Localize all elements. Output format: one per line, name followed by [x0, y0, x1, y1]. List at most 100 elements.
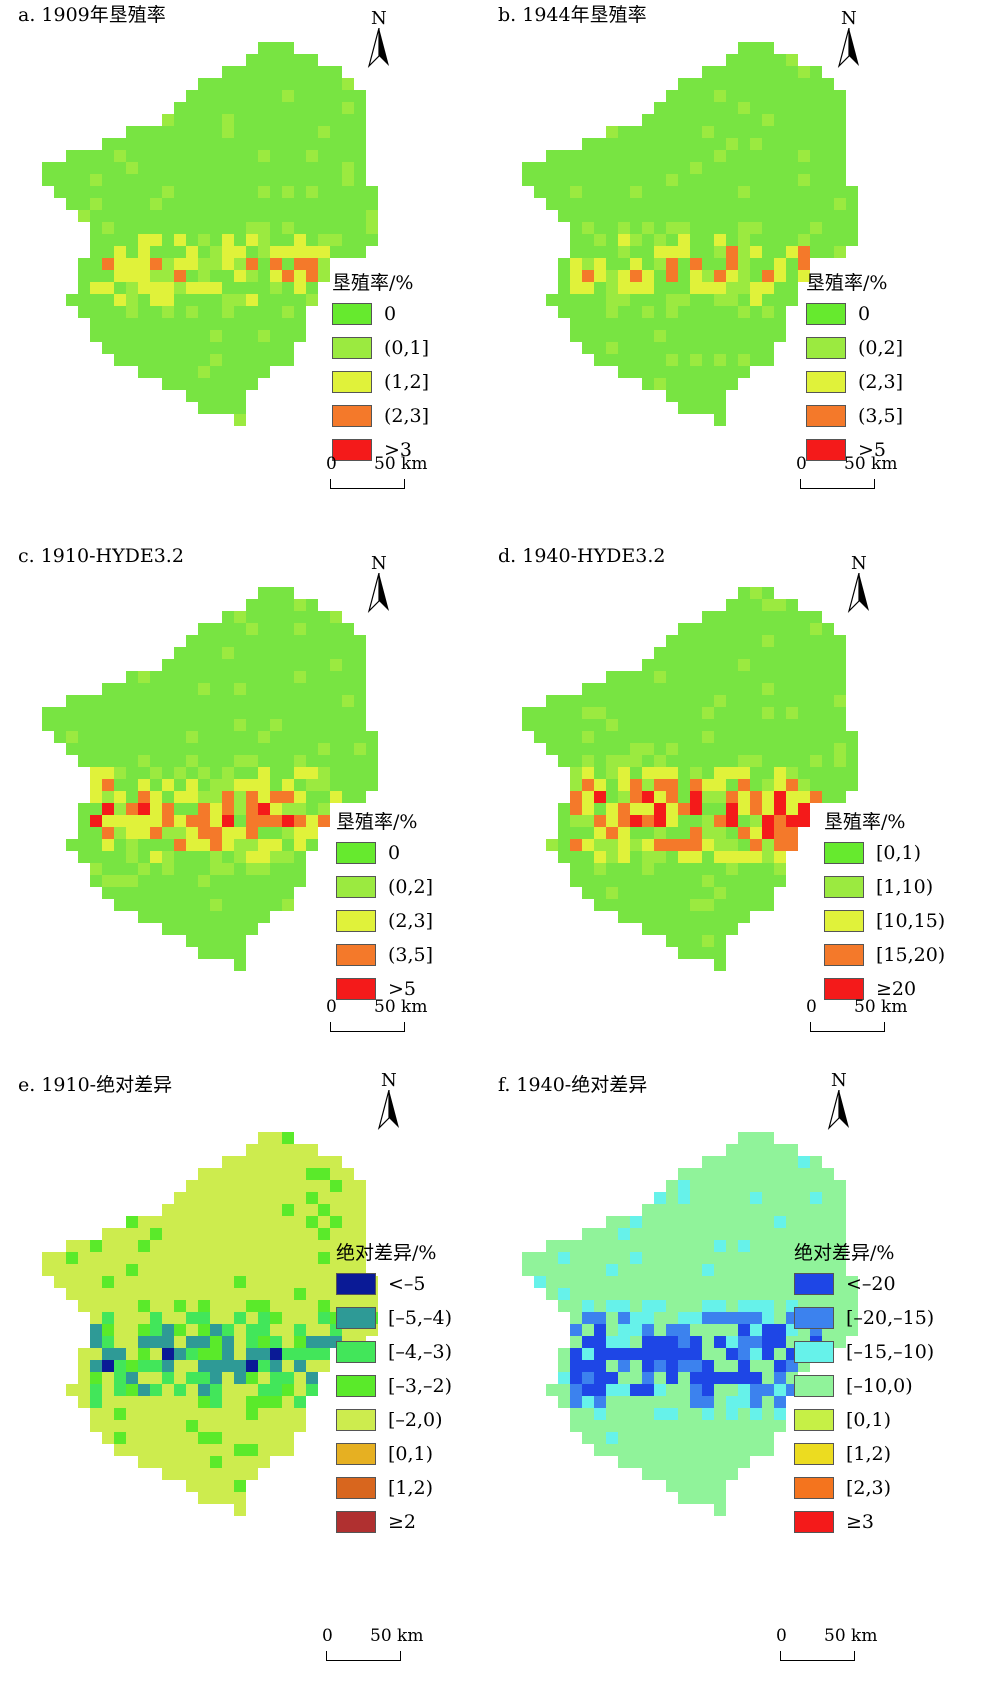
- grid-cell: [606, 270, 618, 282]
- grid-cell: [714, 390, 726, 402]
- grid-cell: [642, 294, 654, 306]
- grid-cell: [702, 126, 714, 138]
- grid-cell: [138, 1276, 150, 1288]
- grid-cell: [150, 138, 162, 150]
- grid-cell: [126, 330, 138, 342]
- grid-cell: [774, 1252, 786, 1264]
- grid-cell: [210, 623, 222, 635]
- grid-cell: [750, 1420, 762, 1432]
- legend-item: (3,5]: [336, 938, 433, 972]
- grid-cell: [210, 1384, 222, 1396]
- grid-cell: [258, 1156, 270, 1168]
- grid-cell: [606, 767, 618, 779]
- grid-cell: [618, 234, 630, 246]
- grid-cell: [318, 743, 330, 755]
- north-label: N: [831, 1070, 847, 1091]
- grid-cell: [234, 114, 246, 126]
- grid-cell: [714, 1168, 726, 1180]
- grid-cell: [54, 731, 66, 743]
- grid-cell: [114, 1240, 126, 1252]
- grid-cell: [546, 162, 558, 174]
- grid-cell: [90, 779, 102, 791]
- grid-cell: [234, 270, 246, 282]
- grid-cell: [750, 743, 762, 755]
- grid-cell: [594, 1348, 606, 1360]
- grid-cell: [162, 1288, 174, 1300]
- grid-cell: [294, 54, 306, 66]
- grid-cell: [678, 1468, 690, 1480]
- grid-cell: [630, 731, 642, 743]
- grid-cell: [186, 875, 198, 887]
- grid-cell: [342, 659, 354, 671]
- grid-cell: [342, 779, 354, 791]
- grid-cell: [306, 198, 318, 210]
- grid-cell: [750, 1180, 762, 1192]
- grid-cell: [750, 755, 762, 767]
- grid-cell: [246, 1156, 258, 1168]
- grid-cell: [690, 1180, 702, 1192]
- grid-cell: [318, 1312, 330, 1324]
- grid-cell: [702, 719, 714, 731]
- grid-cell: [174, 1204, 186, 1216]
- grid-cell: [594, 150, 606, 162]
- grid-cell: [174, 887, 186, 899]
- grid-cell: [702, 1336, 714, 1348]
- grid-cell: [294, 599, 306, 611]
- grid-cell: [222, 1336, 234, 1348]
- grid-cell: [702, 150, 714, 162]
- grid-cell: [246, 899, 258, 911]
- grid-cell: [246, 162, 258, 174]
- grid-cell: [714, 138, 726, 150]
- grid-cell: [750, 1336, 762, 1348]
- grid-cell: [174, 791, 186, 803]
- grid-cell: [186, 1384, 198, 1396]
- grid-cell: [162, 198, 174, 210]
- grid-cell: [318, 1288, 330, 1300]
- grid-cell: [330, 126, 342, 138]
- grid-cell: [570, 743, 582, 755]
- grid-cell: [834, 1276, 846, 1288]
- grid-cell: [354, 174, 366, 186]
- grid-cell: [114, 1324, 126, 1336]
- grid-cell: [690, 186, 702, 198]
- grid-cell: [594, 1396, 606, 1408]
- legend-item: [0,1): [336, 1437, 452, 1471]
- grid-cell: [810, 767, 822, 779]
- grid-cell: [798, 1180, 810, 1192]
- grid-cell: [834, 246, 846, 258]
- grid-cell: [690, 887, 702, 899]
- grid-cell: [54, 719, 66, 731]
- grid-cell: [222, 1408, 234, 1420]
- grid-cell: [702, 162, 714, 174]
- grid-cell: [702, 1288, 714, 1300]
- grid-cell: [738, 186, 750, 198]
- grid-cell: [762, 887, 774, 899]
- legend-label: [1,2): [388, 1477, 434, 1499]
- grid-cell: [750, 306, 762, 318]
- grid-cell: [678, 258, 690, 270]
- grid-cell: [354, 150, 366, 162]
- grid-cell: [750, 1360, 762, 1372]
- grid-cell: [258, 611, 270, 623]
- grid-cell: [558, 755, 570, 767]
- grid-cell: [282, 1180, 294, 1192]
- legend-swatch: [806, 371, 846, 393]
- grid-cell: [66, 743, 78, 755]
- grid-cell: [546, 294, 558, 306]
- grid-cell: [630, 222, 642, 234]
- grid-cell: [726, 839, 738, 851]
- grid-cell: [222, 234, 234, 246]
- grid-cell: [582, 1288, 594, 1300]
- grid-cell: [174, 378, 186, 390]
- grid-cell: [606, 887, 618, 899]
- grid-cell: [102, 1228, 114, 1240]
- grid-cell: [786, 779, 798, 791]
- grid-cell: [726, 258, 738, 270]
- grid-cell: [582, 1300, 594, 1312]
- grid-cell: [618, 174, 630, 186]
- grid-cell: [714, 1492, 726, 1504]
- grid-cell: [762, 210, 774, 222]
- grid-cell: [750, 1312, 762, 1324]
- grid-cell: [834, 755, 846, 767]
- grid-cell: [174, 1348, 186, 1360]
